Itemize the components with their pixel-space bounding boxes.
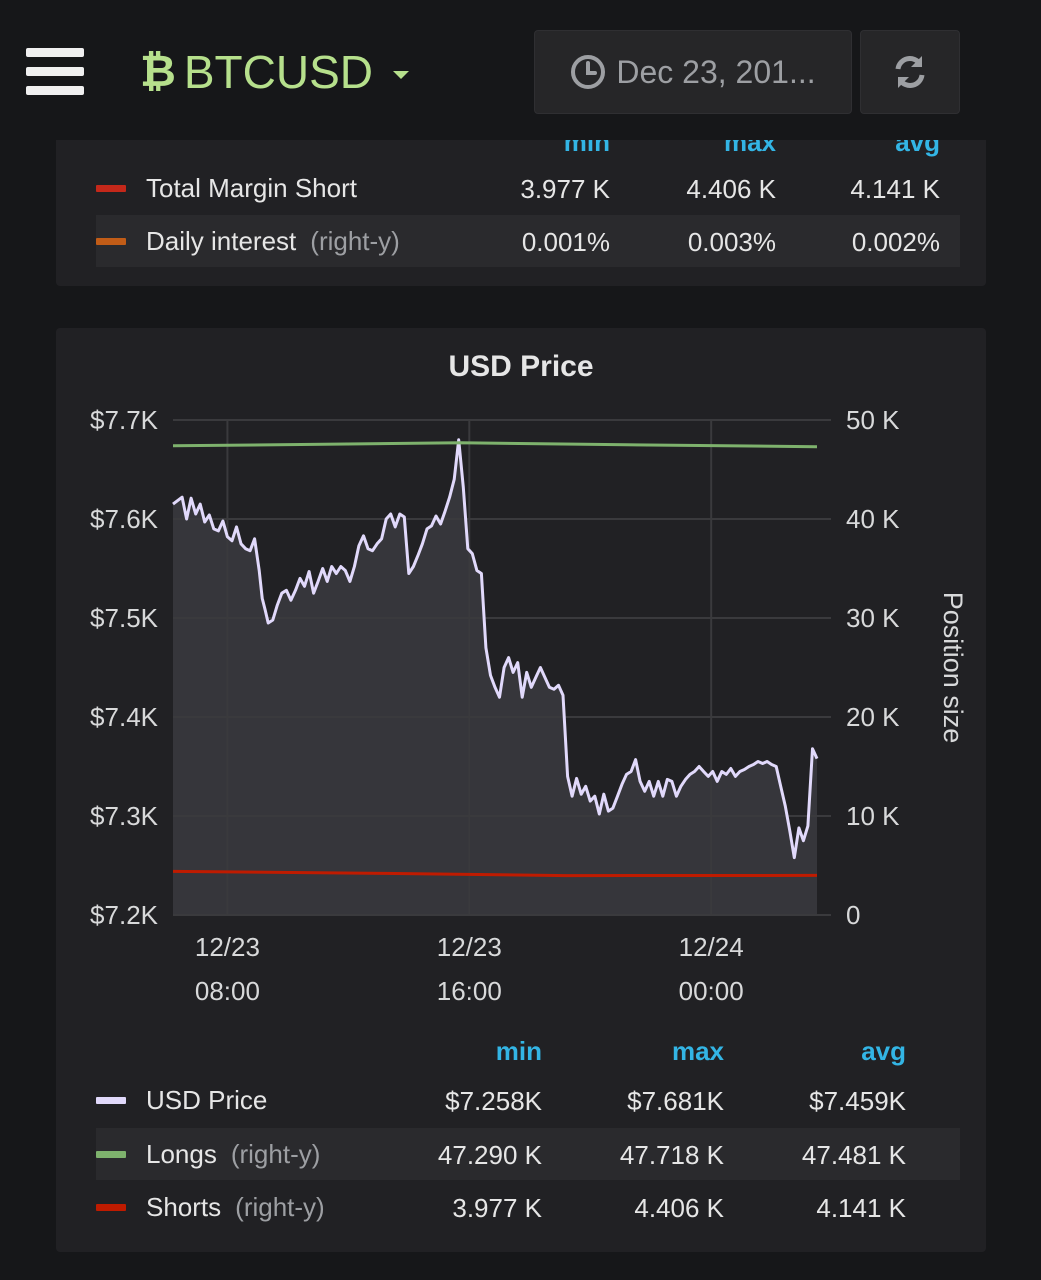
legend-row-total-margin-short[interactable]: Total Margin Short (96, 162, 960, 214)
series-color-swatch[interactable] (96, 1150, 126, 1158)
dashboard-title: BTCUSD (183, 46, 373, 98)
series-color-swatch[interactable] (96, 237, 126, 245)
legend-max-value: $7.681K (627, 1086, 724, 1116)
hamburger-icon[interactable] (26, 48, 84, 98)
y-right-tick-label: 20 K (846, 702, 900, 732)
y-right-tick-label: 10 K (846, 801, 900, 831)
legend-series-name: Total Margin Short (146, 172, 357, 203)
legend-avg-value: 4.141 K (816, 1193, 906, 1223)
y-right-tick-label: 40 K (846, 504, 900, 534)
y-right-tick-label: 30 K (846, 603, 900, 633)
caret-down-icon (392, 71, 409, 79)
legend-row-shorts[interactable]: Shorts (right-y) (96, 1181, 960, 1233)
legend-max-value: 4.406 K (634, 1193, 724, 1223)
time-range-label: Dec 23, 201... (616, 53, 816, 90)
y-left-tick-label: $7.3K (90, 801, 159, 831)
legend-max-value: 4.406 K (686, 174, 776, 204)
x-tick-label-date: 12/23 (195, 932, 260, 962)
legend-row-daily-interest[interactable]: Daily interest (right-y) (96, 215, 960, 267)
legend-max-value: 47.718 K (619, 1140, 724, 1170)
usd-price-area (173, 439, 817, 915)
legend-min-value: 0.001% (521, 227, 610, 257)
legend-series-name: Daily interest (146, 225, 297, 256)
bitcoin-icon: ₿ (140, 47, 176, 96)
legend-series-name: Longs (146, 1138, 217, 1169)
usd-price-panel: USD Price $7.7K 50 K $7.6K 40 K $7.5K 30 K $7.… (56, 328, 986, 1252)
shorts-line (172, 869, 818, 878)
legend-axis-suffix: (right-y) (310, 225, 400, 256)
panel-title[interactable]: USD Price (448, 350, 594, 383)
x-tick-label-time: 00:00 (679, 976, 744, 1006)
y-left-tick-label: $7.5K (90, 603, 159, 633)
x-tick-label-time: 08:00 (195, 976, 260, 1006)
series-color-swatch[interactable] (96, 1096, 126, 1104)
time-range-picker[interactable]: Dec 23, 201... (534, 30, 852, 114)
clock-icon (571, 55, 606, 89)
legend-axis-suffix: (right-y) (235, 1191, 325, 1222)
x-tick-label-date: 12/23 (437, 932, 502, 962)
series-color-swatch[interactable] (96, 1203, 126, 1211)
legend-row-usd-price[interactable]: USD Price (96, 1074, 960, 1126)
legend-avg-value: 0.002% (851, 227, 940, 257)
y-left-tick-label: $7.4K (90, 702, 159, 732)
x-tick-label-time: 16:00 (437, 976, 502, 1006)
dashboard-title-dropdown[interactable]: ₿ BTCUSD (140, 42, 409, 102)
y-left-tick-label: $7.7K (90, 405, 159, 435)
legend-row-longs[interactable]: Longs (right-y) (96, 1128, 960, 1180)
usd-price-line (172, 438, 819, 860)
y-right-axis-label: Position size (938, 592, 968, 744)
legend-min-value: $7.258K (445, 1086, 542, 1116)
legend-max-value: 0.003% (687, 227, 776, 257)
usd-price-chart[interactable]: $7.7K 50 K $7.6K 40 K $7.5K 30 K $7.4K 20 K $7.3… (56, 328, 986, 1018)
legend-header-max[interactable]: max (671, 1036, 724, 1066)
legend-avg-value: 47.481 K (801, 1140, 906, 1170)
y-left-tick-label: $7.2K (90, 900, 159, 930)
legend-avg-value: 4.141 K (850, 174, 940, 204)
refresh-icon (895, 56, 925, 88)
legend-avg-value: $7.459K (809, 1086, 906, 1116)
y-right-tick-label: 0 (846, 900, 860, 930)
x-tick-label-date: 12/24 (679, 932, 744, 962)
legend-axis-suffix: (right-y) (230, 1138, 321, 1169)
legend-header-avg[interactable]: avg (861, 1036, 906, 1066)
top-navbar: ₿ BTCUSD Dec 23, 201... (0, 0, 1041, 140)
legend-min-value: 3.977 K (452, 1193, 542, 1223)
legend-series-name: Shorts (146, 1191, 222, 1222)
series-color-swatch[interactable] (96, 184, 126, 192)
legend-min-value: 47.290 K (437, 1140, 542, 1170)
legend-header-min[interactable]: min (495, 1036, 542, 1066)
legend-series-name: USD Price (146, 1084, 268, 1115)
refresh-button[interactable] (860, 30, 960, 114)
y-right-tick-label: 50 K (846, 405, 900, 435)
legend-min-value: 3.977 K (520, 174, 610, 204)
longs-line (172, 441, 818, 449)
y-left-tick-label: $7.6K (90, 504, 159, 534)
